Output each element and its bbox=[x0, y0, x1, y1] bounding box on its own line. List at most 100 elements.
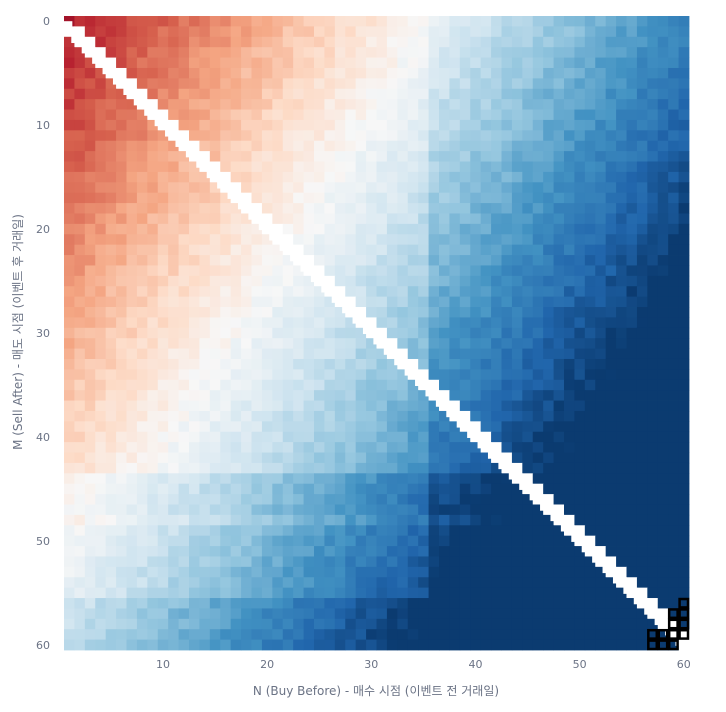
heatmap-cell bbox=[366, 369, 377, 381]
heatmap-cell bbox=[220, 203, 232, 214]
heatmap-cell bbox=[564, 78, 575, 90]
heatmap-cell bbox=[678, 234, 690, 246]
heatmap-cell bbox=[251, 182, 263, 194]
heatmap-cell bbox=[95, 462, 107, 474]
heatmap-cell bbox=[147, 556, 159, 568]
heatmap-cell bbox=[355, 286, 367, 298]
heatmap-cell bbox=[355, 255, 367, 266]
heatmap-cell bbox=[532, 348, 544, 360]
heatmap-cell bbox=[324, 410, 336, 422]
heatmap-cell bbox=[584, 483, 596, 495]
heatmap-cell bbox=[251, 504, 263, 516]
heatmap-cell bbox=[95, 587, 107, 599]
heatmap-cell bbox=[449, 99, 461, 110]
heatmap-cell bbox=[168, 535, 179, 547]
heatmap-cell bbox=[116, 473, 127, 485]
heatmap-cell bbox=[261, 36, 273, 48]
heatmap-cell bbox=[272, 483, 284, 495]
heatmap-cell bbox=[293, 462, 304, 474]
heatmap-cell bbox=[678, 192, 690, 204]
heatmap-cell bbox=[303, 431, 315, 443]
heatmap-cell bbox=[574, 36, 586, 48]
highlighted-cell bbox=[657, 628, 669, 640]
heatmap-cell bbox=[605, 57, 617, 69]
heatmap-cell bbox=[64, 629, 75, 640]
heatmap-cell bbox=[449, 16, 461, 27]
heatmap-cell bbox=[418, 16, 429, 27]
heatmap-cell bbox=[491, 504, 502, 516]
heatmap-cell bbox=[126, 26, 138, 38]
heatmap-cell bbox=[209, 151, 221, 162]
heatmap-cell bbox=[293, 47, 304, 58]
heatmap-cell bbox=[324, 16, 336, 27]
heatmap-cell bbox=[522, 57, 534, 69]
heatmap-cell bbox=[522, 119, 534, 131]
heatmap-cell bbox=[314, 535, 325, 547]
heatmap-cell bbox=[366, 234, 377, 246]
heatmap-cell bbox=[199, 119, 211, 131]
heatmap-cell bbox=[407, 67, 419, 79]
heatmap-cell bbox=[616, 587, 627, 599]
heatmap-cell bbox=[105, 161, 117, 173]
heatmap-cell bbox=[157, 379, 169, 391]
heatmap-cell bbox=[272, 473, 284, 485]
heatmap-cell bbox=[282, 442, 294, 453]
heatmap-cell bbox=[678, 358, 690, 370]
heatmap-cell bbox=[522, 26, 534, 38]
heatmap-cell bbox=[282, 546, 294, 557]
heatmap-cell bbox=[272, 151, 284, 162]
heatmap-cell bbox=[189, 67, 200, 79]
heatmap-cell bbox=[147, 410, 159, 422]
heatmap-cell bbox=[491, 483, 502, 495]
heatmap-cell bbox=[376, 452, 388, 464]
heatmap-cell bbox=[74, 618, 86, 630]
heatmap-cell bbox=[303, 213, 315, 225]
heatmap-cell bbox=[293, 525, 304, 537]
heatmap-cell bbox=[480, 182, 492, 194]
heatmap-cell bbox=[678, 577, 690, 589]
heatmap-cell bbox=[84, 203, 96, 214]
heatmap-cell bbox=[220, 109, 232, 121]
heatmap-cell bbox=[657, 67, 669, 79]
heatmap-cell bbox=[407, 307, 419, 318]
heatmap-cell bbox=[95, 317, 107, 329]
heatmap-cell bbox=[324, 26, 336, 38]
heatmap-cell bbox=[189, 307, 200, 318]
heatmap-cell bbox=[449, 296, 461, 308]
heatmap-cell bbox=[147, 431, 159, 443]
heatmap-cell bbox=[261, 67, 273, 79]
heatmap-cell bbox=[668, 639, 679, 651]
heatmap-cell bbox=[439, 234, 450, 246]
heatmap-cell bbox=[657, 296, 669, 308]
heatmap-cell bbox=[272, 213, 284, 225]
heatmap-cell bbox=[272, 348, 284, 360]
heatmap-cell bbox=[251, 67, 263, 79]
heatmap-cell bbox=[345, 462, 357, 474]
heatmap-cell bbox=[605, 483, 617, 495]
heatmap-cell bbox=[95, 16, 107, 27]
heatmap-cell bbox=[261, 566, 273, 578]
heatmap-cell bbox=[376, 57, 388, 69]
heatmap-cell bbox=[470, 16, 482, 27]
heatmap-cell bbox=[532, 369, 544, 381]
heatmap-cell bbox=[522, 338, 534, 349]
heatmap-cell bbox=[241, 244, 252, 256]
heatmap-cell bbox=[105, 244, 117, 256]
heatmap-cell bbox=[136, 161, 148, 173]
heatmap-cell bbox=[605, 244, 617, 256]
heatmap-cell bbox=[668, 203, 679, 214]
heatmap-cell bbox=[355, 161, 367, 173]
heatmap-cell bbox=[168, 410, 179, 422]
heatmap-cell bbox=[95, 473, 107, 485]
highlighted-cells bbox=[647, 597, 690, 651]
heatmap-cell bbox=[564, 473, 575, 485]
heatmap-cell bbox=[397, 452, 409, 464]
heatmap-cell bbox=[261, 629, 273, 640]
heatmap-cell bbox=[241, 78, 252, 90]
heatmap-cell bbox=[647, 504, 659, 516]
heatmap-cell bbox=[522, 598, 534, 609]
heatmap-cell bbox=[407, 296, 419, 308]
heatmap-cell bbox=[355, 192, 367, 204]
heatmap-cell bbox=[345, 286, 357, 298]
heatmap-cell bbox=[157, 535, 169, 547]
